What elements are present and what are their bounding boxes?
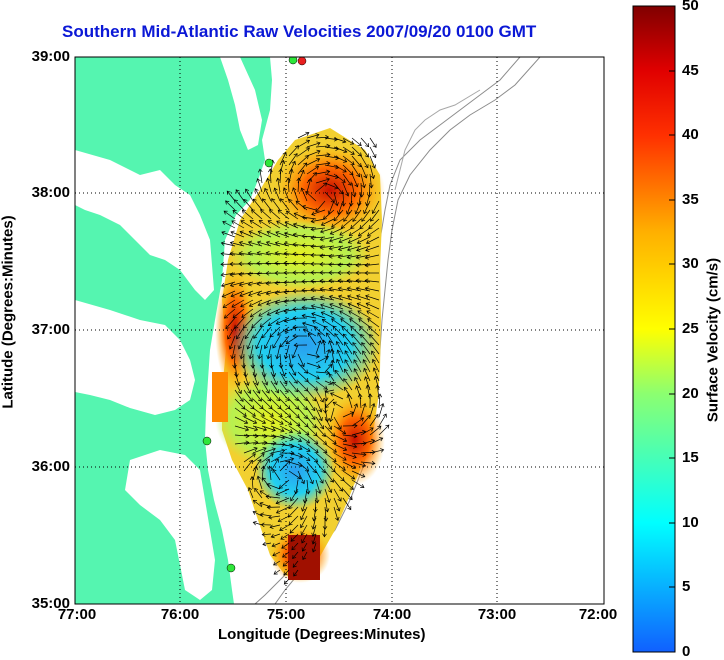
x-tick-label: 74:00 bbox=[362, 606, 422, 623]
y-tick-label: 37:00 bbox=[16, 321, 70, 338]
colorbar-tick-label: 20 bbox=[682, 385, 699, 402]
west-strip bbox=[212, 372, 228, 422]
station-marker bbox=[203, 437, 211, 445]
x-axis-label: Longitude (Degrees:Minutes) bbox=[218, 626, 426, 643]
colorbar-tick-label: 40 bbox=[682, 126, 699, 143]
station-marker bbox=[227, 564, 235, 572]
colorbar-tick-label: 10 bbox=[682, 514, 699, 531]
y-tick-label: 36:00 bbox=[16, 458, 70, 475]
colorbar-tick-label: 30 bbox=[682, 255, 699, 272]
x-tick-label: 77:00 bbox=[47, 606, 107, 623]
y-tick-label: 39:00 bbox=[16, 48, 70, 65]
station-marker bbox=[265, 159, 273, 167]
colorbar-tick-label: 5 bbox=[682, 578, 690, 595]
y-tick-label: 38:00 bbox=[16, 184, 70, 201]
x-tick-label: 72:00 bbox=[568, 606, 628, 623]
x-tick-label: 75:00 bbox=[256, 606, 316, 623]
colorbar-label: Surface Velocity (cm/s) bbox=[705, 258, 722, 422]
x-tick-label: 73:00 bbox=[467, 606, 527, 623]
chart-title: Southern Mid-Atlantic Raw Velocities 200… bbox=[62, 22, 536, 42]
colorbar-tick-label: 15 bbox=[682, 449, 699, 466]
colorbar-tick-label: 35 bbox=[682, 191, 699, 208]
station-marker bbox=[298, 57, 306, 65]
colorbar-tick-label: 0 bbox=[682, 643, 690, 660]
colorbar-tick-label: 50 bbox=[682, 0, 699, 14]
y-axis-label: Latitude (Degrees:Minutes) bbox=[0, 215, 17, 408]
colorbar-tick-label: 45 bbox=[682, 62, 699, 79]
x-tick-label: 76:00 bbox=[150, 606, 210, 623]
colorbar-tick-label: 25 bbox=[682, 320, 699, 337]
colorbar bbox=[633, 6, 675, 652]
